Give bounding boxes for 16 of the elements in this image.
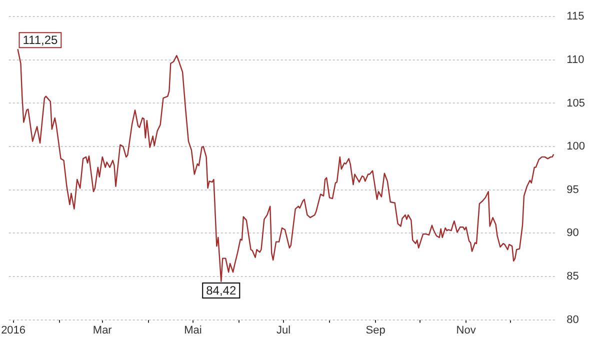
annotation: 84,42 <box>206 283 236 298</box>
y-tick-label: 85 <box>566 270 579 283</box>
y-tick-label: 105 <box>566 97 586 110</box>
y-tick-label: 90 <box>566 227 579 240</box>
annotation: 111,25 <box>22 32 58 47</box>
y-tick-label: 100 <box>566 140 586 153</box>
y-tick-label: 95 <box>566 184 579 196</box>
x-tick-label: Jul <box>276 324 291 336</box>
x-tick-label: 2016 <box>1 324 26 336</box>
y-tick-label: 115 <box>566 10 584 23</box>
x-tick-label: Sep <box>366 324 386 336</box>
x-tick-label: Nov <box>456 324 476 336</box>
x-tick-label: Mai <box>184 324 202 336</box>
x-tick-label: Mar <box>92 324 112 336</box>
y-tick-label: 80 <box>566 314 579 326</box>
y-tick-label: 110 <box>566 54 584 66</box>
